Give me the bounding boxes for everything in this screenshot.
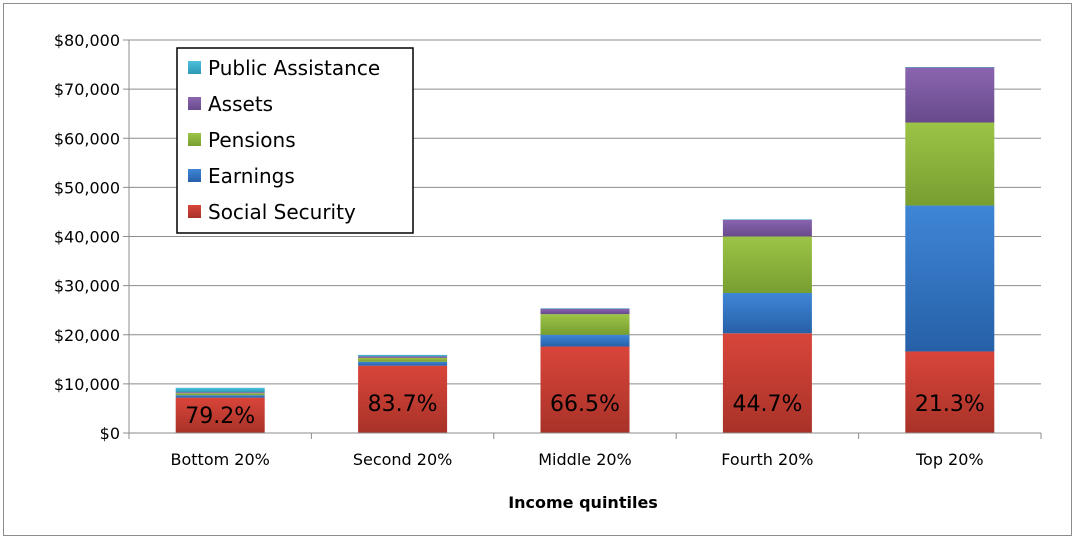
- legend-swatch: [188, 169, 201, 182]
- data-label: 21.3%: [915, 392, 985, 417]
- bar-segment-earnings: [905, 205, 995, 352]
- bar-segment-public-assistance: [175, 387, 265, 393]
- y-tick-label: $40,000: [54, 228, 120, 247]
- bar-segment-social-security: [722, 333, 812, 433]
- bar-segment-public-assistance: [358, 354, 448, 357]
- bar-segment-pensions: [175, 393, 265, 396]
- legend-label: Earnings: [208, 164, 295, 188]
- data-label: 66.5%: [550, 392, 620, 417]
- bar-segment-earnings: [358, 361, 448, 366]
- x-tick-label: Bottom 20%: [171, 450, 270, 469]
- data-labels: 79.2% 83.7% 66.5% 44.7% 21.3%: [185, 392, 984, 429]
- bar-segment-assets: [358, 356, 448, 358]
- bar-segment-social-security: [175, 397, 265, 433]
- legend-swatch: [188, 97, 201, 110]
- legend-label: Social Security: [208, 200, 356, 224]
- bar-segment-assets: [722, 219, 812, 237]
- y-tick-label: $10,000: [54, 375, 120, 394]
- x-axis-title: Income quintiles: [508, 493, 658, 512]
- bars: [175, 67, 995, 433]
- bar-segment-pensions: [540, 314, 630, 335]
- bar-segment-social-security: [358, 365, 448, 433]
- bar-segment-pensions: [905, 122, 995, 206]
- y-tick-label: $30,000: [54, 277, 120, 296]
- legend: Public Assistance Assets Pensions Earnings S…: [176, 47, 414, 234]
- bar-segment-earnings: [722, 292, 812, 334]
- bar-segment-earnings: [175, 395, 265, 398]
- x-tick-label: Top 20%: [915, 450, 984, 469]
- legend-swatch: [188, 61, 201, 74]
- bar-segment-assets: [175, 392, 265, 394]
- bar-segment-earnings: [540, 334, 630, 347]
- bar-segment-social-security: [540, 346, 630, 433]
- legend-label: Assets: [208, 92, 273, 116]
- bar-segment-pensions: [722, 236, 812, 293]
- x-tick-label: Fourth 20%: [721, 450, 813, 469]
- x-tick-label: Second 20%: [353, 450, 453, 469]
- bar-segment-social-security: [905, 351, 995, 433]
- y-tick-label: $60,000: [54, 129, 120, 148]
- data-label: 79.2%: [185, 404, 255, 429]
- y-tick-label: $80,000: [54, 31, 120, 50]
- legend-swatch: [188, 133, 201, 146]
- axes: $0 $10,000 $20,000 $30,000 $40,000 $50,000 $60…: [54, 31, 1042, 469]
- bar-segment-assets: [540, 308, 630, 315]
- legend-label: Pensions: [208, 128, 296, 152]
- x-tick-label: Middle 20%: [538, 450, 632, 469]
- legend-swatch: [188, 205, 201, 218]
- y-tick-label: $70,000: [54, 80, 120, 99]
- y-tick-label: $50,000: [54, 178, 120, 197]
- y-tick-label: $20,000: [54, 326, 120, 345]
- y-tick-label: $0: [100, 424, 120, 443]
- legend-box: [176, 47, 414, 234]
- legend-label: Public Assistance: [208, 56, 380, 80]
- bar-segment-assets: [905, 67, 995, 123]
- data-label: 44.7%: [732, 392, 802, 417]
- bar-segment-pensions: [358, 357, 448, 362]
- data-label: 83.7%: [368, 392, 438, 417]
